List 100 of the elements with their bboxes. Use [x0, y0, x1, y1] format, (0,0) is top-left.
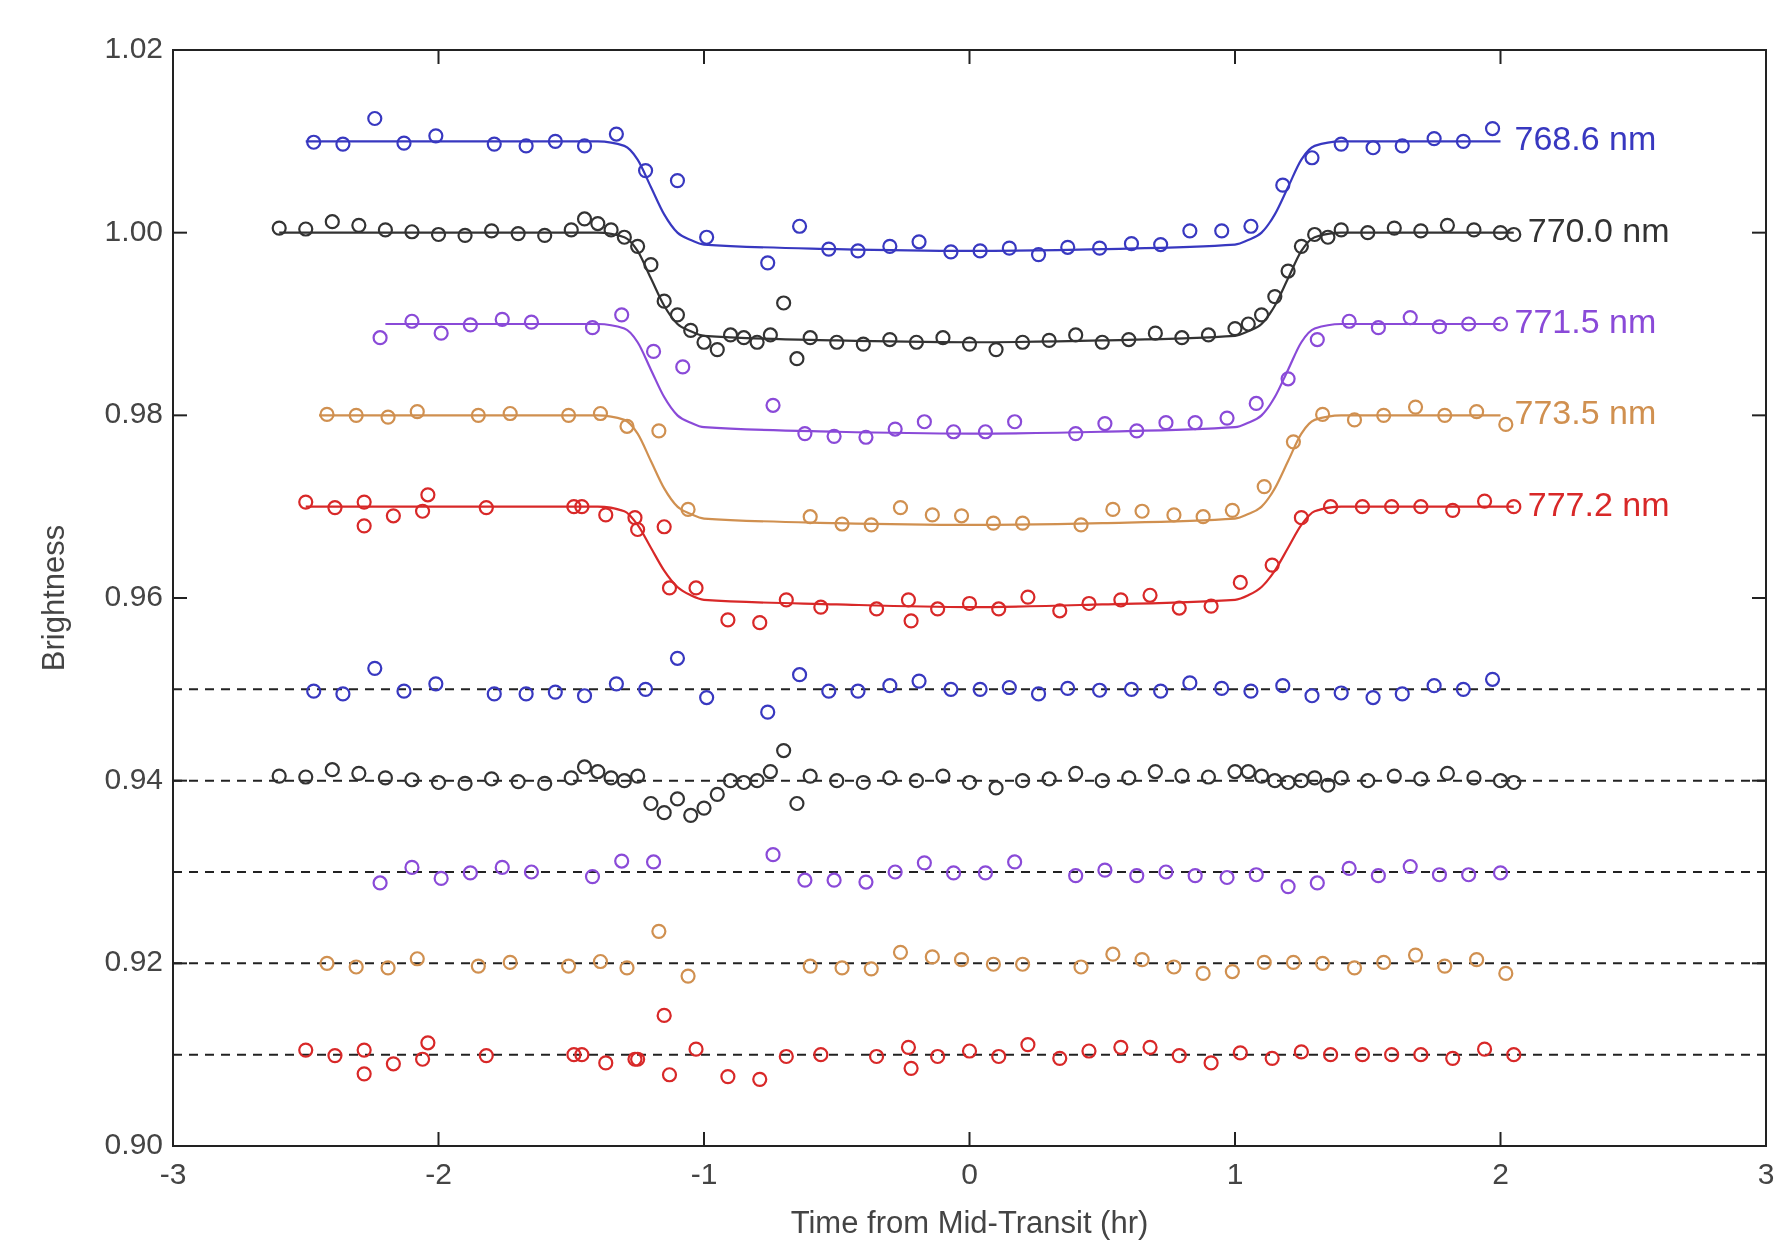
point [494, 859, 510, 876]
point [1455, 681, 1471, 697]
point [858, 429, 874, 445]
point [977, 865, 994, 881]
point [1455, 133, 1471, 149]
point [1484, 120, 1501, 137]
point [1158, 864, 1174, 880]
point [1394, 686, 1410, 702]
point [1142, 587, 1158, 603]
point [945, 424, 962, 440]
point [911, 673, 927, 689]
point [462, 865, 478, 881]
point [1431, 319, 1448, 335]
point [1097, 862, 1113, 878]
point [348, 407, 364, 423]
point [1166, 959, 1182, 975]
point [385, 1056, 401, 1072]
point [651, 423, 667, 439]
point [1402, 858, 1418, 875]
point [433, 325, 449, 341]
point [1105, 946, 1121, 962]
point [688, 580, 704, 596]
point [1346, 412, 1363, 428]
point [1285, 434, 1302, 450]
point [1315, 406, 1331, 423]
y-tick-label: 1.00 [104, 213, 163, 247]
point [1203, 1055, 1219, 1071]
point [651, 923, 667, 939]
point [327, 1047, 343, 1064]
point [598, 507, 614, 523]
point [335, 686, 351, 702]
point [574, 1047, 590, 1063]
point [494, 311, 510, 328]
point [619, 960, 635, 976]
point [420, 487, 436, 503]
point [991, 1048, 1007, 1065]
point [834, 960, 850, 976]
point [1309, 331, 1325, 348]
point [1015, 515, 1031, 531]
point [834, 516, 850, 532]
point [882, 678, 898, 694]
point [882, 238, 898, 254]
point [778, 1048, 794, 1065]
point [356, 494, 372, 510]
point [1248, 395, 1264, 412]
point [327, 499, 343, 516]
point [1492, 865, 1509, 881]
point [791, 218, 808, 234]
point [1001, 240, 1017, 256]
point [858, 874, 874, 890]
point [356, 1042, 372, 1058]
point [1134, 503, 1150, 519]
point [1309, 875, 1325, 891]
point [1315, 955, 1331, 971]
point [892, 944, 909, 960]
point [1068, 426, 1084, 442]
point [1293, 510, 1309, 526]
point [887, 864, 903, 880]
point [1166, 507, 1182, 523]
point [961, 595, 978, 612]
point [1001, 679, 1017, 696]
point [1264, 1050, 1280, 1066]
point [637, 162, 654, 179]
point [1068, 868, 1084, 884]
point [523, 864, 540, 880]
point [1123, 236, 1140, 252]
point [1407, 947, 1424, 963]
point [821, 683, 837, 699]
point [630, 521, 646, 538]
point [1476, 1041, 1493, 1057]
point [608, 126, 624, 142]
point [1469, 404, 1485, 420]
point [356, 518, 372, 534]
point [367, 660, 383, 676]
point [1232, 574, 1248, 591]
point [414, 503, 431, 519]
point [720, 1068, 736, 1085]
point [868, 1048, 885, 1065]
point [887, 421, 903, 437]
point [924, 949, 940, 965]
point [518, 686, 534, 702]
point [502, 954, 518, 971]
point [916, 414, 932, 430]
point [1007, 414, 1023, 430]
point [760, 255, 776, 271]
point [813, 599, 829, 615]
point [1333, 685, 1349, 701]
point [1129, 423, 1145, 439]
point [1476, 493, 1493, 509]
point [1506, 499, 1522, 515]
point [1015, 956, 1031, 972]
point [1402, 310, 1418, 326]
point [1498, 965, 1514, 981]
point [850, 683, 866, 699]
y-tick-label: 0.90 [104, 1126, 163, 1160]
point [502, 405, 518, 422]
point [1187, 868, 1203, 884]
point [576, 688, 593, 704]
point [1264, 557, 1280, 573]
point [760, 704, 776, 720]
